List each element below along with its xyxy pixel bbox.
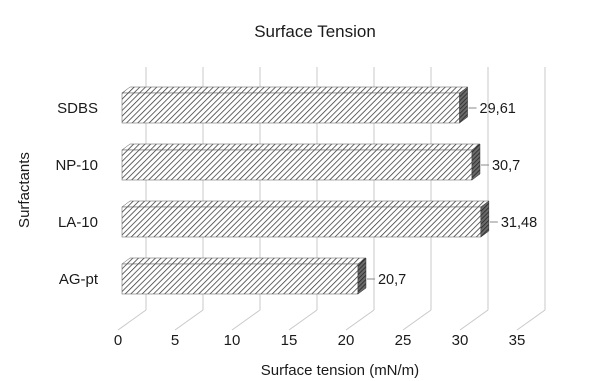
bar-top-face <box>121 143 481 151</box>
bar-la-10 <box>121 200 490 238</box>
bar-top-face <box>121 86 469 94</box>
gridline-foot <box>117 309 147 331</box>
x-tick-label: 20 <box>338 332 355 349</box>
bar-end-face <box>480 200 490 238</box>
bar-ag-pt <box>121 257 367 295</box>
bar-np-10 <box>121 143 481 181</box>
gridline-foot <box>345 309 375 331</box>
gridline-foot <box>174 309 204 331</box>
x-tick-label: 25 <box>395 332 412 349</box>
bar-front-face <box>121 263 359 295</box>
category-label-np-10: NP-10 <box>55 157 98 174</box>
bar-top-face <box>121 257 367 265</box>
x-tick-label: 15 <box>281 332 298 349</box>
category-labels: SDBS NP-10 LA-10 AG-pt <box>55 100 98 288</box>
bar-front-face <box>121 92 460 124</box>
chart-title: Surface Tension <box>254 22 376 41</box>
x-tick-label: 0 <box>114 332 122 349</box>
bars <box>121 86 490 295</box>
bar-top-face <box>121 200 490 208</box>
gridline-foot <box>288 309 318 331</box>
y-axis-label: Surfactants <box>16 152 33 228</box>
x-tick-label: 10 <box>224 332 241 349</box>
category-label-ag-pt: AG-pt <box>59 271 99 288</box>
bar-sdbs <box>121 86 469 124</box>
bar-front-face <box>121 149 473 181</box>
gridline-foot <box>231 309 261 331</box>
x-tick-label: 35 <box>509 332 526 349</box>
category-label-la-10: LA-10 <box>58 214 98 231</box>
gridline-foot <box>459 309 489 331</box>
x-tick-label: 30 <box>452 332 469 349</box>
x-tick-label: 5 <box>171 332 179 349</box>
data-label-la-10: 31,48 <box>501 215 537 231</box>
bar-end-face <box>357 257 367 295</box>
data-label-np-10: 30,7 <box>492 158 520 174</box>
x-axis-label: Surface tension (mN/m) <box>261 362 419 379</box>
data-label-sdbs: 29,61 <box>480 101 516 117</box>
x-tick-labels: 0 5 10 15 20 25 30 35 <box>114 332 526 349</box>
category-label-sdbs: SDBS <box>57 100 98 117</box>
bar-end-face <box>471 143 481 181</box>
gridline-foot <box>402 309 432 331</box>
gridline-foot <box>516 309 546 331</box>
bar-front-face <box>121 206 482 238</box>
data-label-ag-pt: 20,7 <box>378 272 406 288</box>
bar-end-face <box>459 86 468 124</box>
data-labels: 29,61 30,7 31,48 20,7 <box>366 101 537 288</box>
